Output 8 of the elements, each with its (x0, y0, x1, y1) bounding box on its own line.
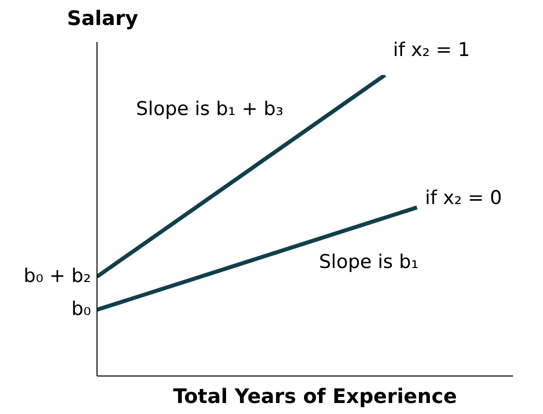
x-axis-title: Total Years of Experience (172, 384, 458, 408)
series-label: if x₂ = 0 (425, 187, 502, 210)
y-axis-title: Salary (67, 6, 138, 30)
annotation: Slope is b₁ (319, 250, 419, 273)
text: b₀ + b₂ (24, 264, 91, 287)
annotation: Slope is b₁ + b₃ (136, 98, 284, 120)
text: b₀ (71, 298, 91, 320)
series-label: if x₂ = 1 (393, 39, 470, 61)
